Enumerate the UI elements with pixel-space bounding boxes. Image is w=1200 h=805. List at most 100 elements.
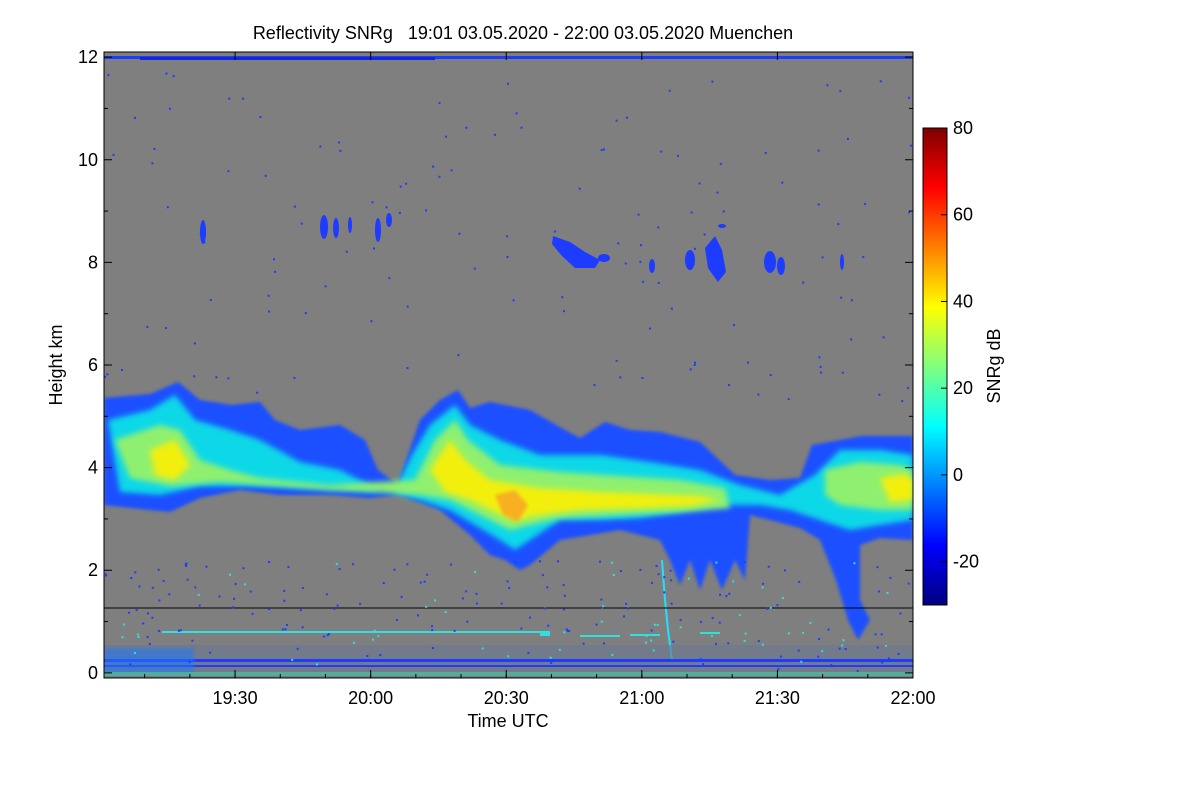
y-axis-label: Height km bbox=[46, 324, 66, 405]
noise-speckle bbox=[336, 604, 339, 607]
noise-speckle bbox=[615, 359, 618, 362]
noise-speckle bbox=[850, 299, 853, 302]
noise-speckle bbox=[612, 573, 615, 576]
noise-speckle bbox=[179, 629, 182, 632]
noise-speckle bbox=[715, 561, 718, 564]
noise-speckle bbox=[172, 75, 175, 78]
noise-speckle bbox=[841, 644, 844, 647]
x-tick-label: 20:30 bbox=[484, 688, 529, 708]
noise-speckle bbox=[194, 586, 197, 589]
noise-speckle bbox=[563, 310, 566, 313]
noise-speckle bbox=[550, 662, 553, 665]
noise-speckle bbox=[595, 623, 598, 626]
noise-speckle bbox=[166, 206, 169, 209]
noise-speckle bbox=[242, 567, 245, 570]
noise-speckle bbox=[889, 576, 892, 579]
noise-speckle bbox=[841, 371, 844, 374]
noise-speckle bbox=[168, 593, 171, 596]
noise-speckle bbox=[450, 169, 453, 172]
clutter-dense bbox=[104, 648, 194, 673]
noise-speckle bbox=[798, 580, 801, 583]
noise-speckle bbox=[493, 133, 496, 136]
top-noise-band bbox=[104, 56, 913, 59]
noise-speckle bbox=[877, 590, 880, 593]
noise-speckle bbox=[398, 211, 401, 214]
noise-speckle bbox=[568, 629, 571, 632]
noise-speckle bbox=[864, 202, 867, 205]
noise-speckle bbox=[406, 305, 409, 308]
noise-speckle bbox=[506, 235, 509, 238]
x-tick-label: 20:00 bbox=[348, 688, 393, 708]
noise-speckle bbox=[757, 640, 760, 643]
cirrus-patch bbox=[375, 218, 381, 242]
noise-speckle bbox=[481, 647, 484, 650]
noise-speckle bbox=[670, 602, 673, 605]
noise-speckle bbox=[802, 281, 805, 284]
cirrus-patch bbox=[685, 250, 695, 270]
noise-speckle bbox=[842, 639, 845, 642]
noise-speckle bbox=[461, 597, 464, 600]
noise-speckle bbox=[400, 595, 403, 598]
noise-speckle bbox=[907, 96, 910, 99]
noise-speckle bbox=[650, 629, 653, 632]
noise-speckle bbox=[146, 325, 149, 328]
noise-speckle bbox=[133, 651, 136, 654]
clutter-line-blue bbox=[104, 659, 913, 662]
noise-speckle bbox=[907, 582, 910, 585]
noise-speckle bbox=[908, 211, 911, 214]
noise-speckle bbox=[293, 376, 296, 379]
noise-speckle bbox=[377, 635, 380, 638]
colorbar-label: SNRg dB bbox=[984, 328, 1004, 403]
noise-speckle bbox=[205, 565, 208, 568]
y-tick-label: 8 bbox=[88, 252, 98, 272]
noise-speckle bbox=[679, 626, 682, 629]
noise-speckle bbox=[186, 578, 189, 581]
noise-speckle bbox=[777, 667, 780, 670]
noise-speckle bbox=[862, 255, 865, 258]
x-axis-label: Time UTC bbox=[467, 711, 548, 731]
noise-speckle bbox=[563, 631, 566, 634]
noise-speckle bbox=[856, 669, 859, 672]
noise-speckle bbox=[562, 584, 565, 587]
y-tick-label: 2 bbox=[88, 560, 98, 580]
clutter-cyan-line bbox=[162, 631, 540, 633]
noise-speckle bbox=[549, 656, 552, 659]
noise-speckle bbox=[500, 602, 503, 605]
noise-speckle bbox=[599, 560, 602, 563]
noise-speckle bbox=[514, 561, 517, 564]
noise-speckle bbox=[301, 586, 304, 589]
noise-speckle bbox=[359, 602, 362, 605]
noise-speckle bbox=[776, 604, 779, 607]
noise-speckle bbox=[746, 361, 749, 364]
noise-speckle bbox=[897, 653, 900, 656]
noise-speckle bbox=[515, 112, 518, 115]
noise-speckle bbox=[203, 241, 206, 244]
noise-speckle bbox=[769, 606, 772, 609]
noise-speckle bbox=[291, 658, 294, 661]
cirrus-patch bbox=[840, 254, 844, 270]
noise-speckle bbox=[901, 400, 904, 403]
noise-speckle bbox=[800, 660, 803, 663]
noise-speckle bbox=[764, 151, 767, 154]
noise-speckle bbox=[338, 568, 341, 571]
noise-speckle bbox=[301, 626, 304, 629]
noise-speckle bbox=[158, 599, 161, 602]
noise-speckle bbox=[625, 116, 628, 119]
noise-speckle bbox=[268, 608, 271, 611]
noise-speckle bbox=[193, 375, 196, 378]
noise-speckle bbox=[738, 614, 741, 617]
noise-speckle bbox=[781, 181, 784, 184]
noise-speckle bbox=[444, 135, 447, 138]
noise-speckle bbox=[281, 628, 284, 631]
colorbar-tick-label: 40 bbox=[953, 291, 973, 311]
noise-speckle bbox=[385, 206, 388, 209]
noise-speckle bbox=[655, 565, 658, 568]
plot-area bbox=[103, 51, 914, 679]
noise-speckle bbox=[506, 580, 509, 583]
noise-speckle bbox=[693, 361, 696, 364]
noise-speckle bbox=[184, 563, 187, 566]
clutter-cyan-dash bbox=[630, 634, 660, 636]
noise-speckle bbox=[520, 627, 523, 630]
noise-speckle bbox=[249, 590, 252, 593]
